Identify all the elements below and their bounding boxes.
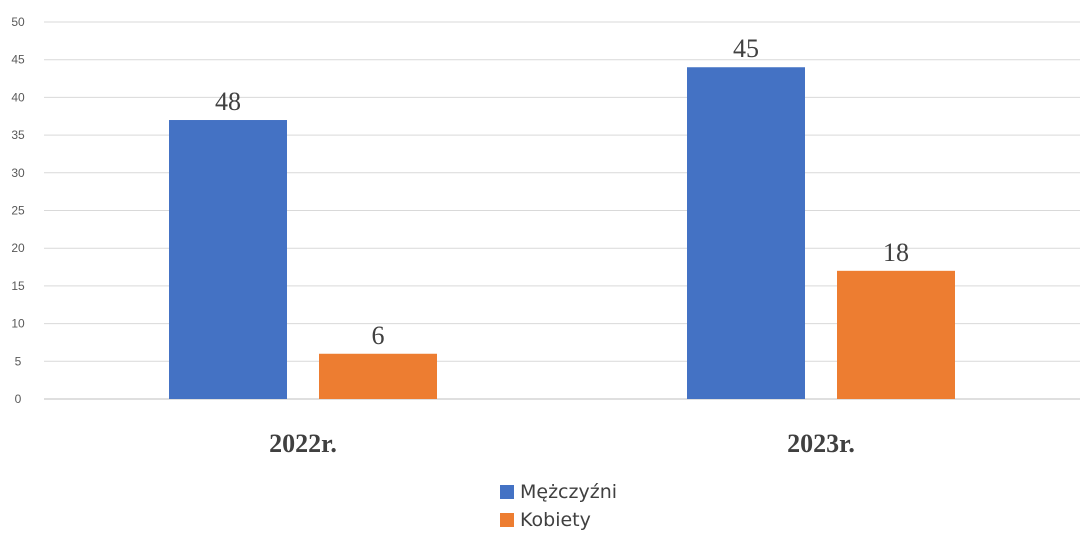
category-label: 2023r.	[787, 429, 855, 458]
data-labels: 48 6 45 18	[215, 34, 909, 350]
bar-men-1	[687, 67, 805, 400]
data-label: 18	[883, 238, 909, 267]
y-tick-label: 45	[11, 53, 25, 67]
data-label: 45	[733, 34, 759, 63]
bars	[169, 67, 955, 400]
y-tick-label: 40	[11, 90, 25, 104]
bar-women-0	[319, 353, 437, 399]
category-labels: 2022r. 2023r.	[269, 429, 855, 458]
y-tick-label: 5	[15, 354, 22, 368]
legend-label-women: Kobiety	[520, 509, 591, 531]
data-label: 48	[215, 87, 241, 116]
bar-men-0	[169, 120, 287, 400]
data-label: 6	[372, 321, 385, 350]
y-tick-label: 50	[11, 15, 25, 29]
legend-swatch-men	[500, 485, 514, 499]
bar-chart: 0 5 10 15 20 25 30 35 40 45 50 48 6 45 18 2022r. 2023r…	[11, 15, 1080, 458]
y-tick-label: 0	[15, 392, 22, 406]
legend-swatch-women	[500, 513, 514, 527]
y-tick-label: 20	[11, 241, 25, 255]
y-tick-label: 25	[11, 204, 25, 218]
legend: Mężczyźni Kobiety	[500, 478, 617, 534]
legend-item-men: Mężczyźni	[500, 478, 617, 506]
y-tick-label: 10	[11, 317, 25, 331]
y-tick-label: 15	[11, 279, 25, 293]
category-label: 2022r.	[269, 429, 337, 458]
y-tick-label: 30	[11, 166, 25, 180]
y-axis-ticks: 0 5 10 15 20 25 30 35 40 45 50	[11, 15, 25, 406]
y-tick-label: 35	[11, 128, 25, 142]
legend-label-men: Mężczyźni	[520, 481, 618, 503]
bar-women-1	[837, 270, 955, 399]
legend-item-women: Kobiety	[500, 506, 617, 534]
